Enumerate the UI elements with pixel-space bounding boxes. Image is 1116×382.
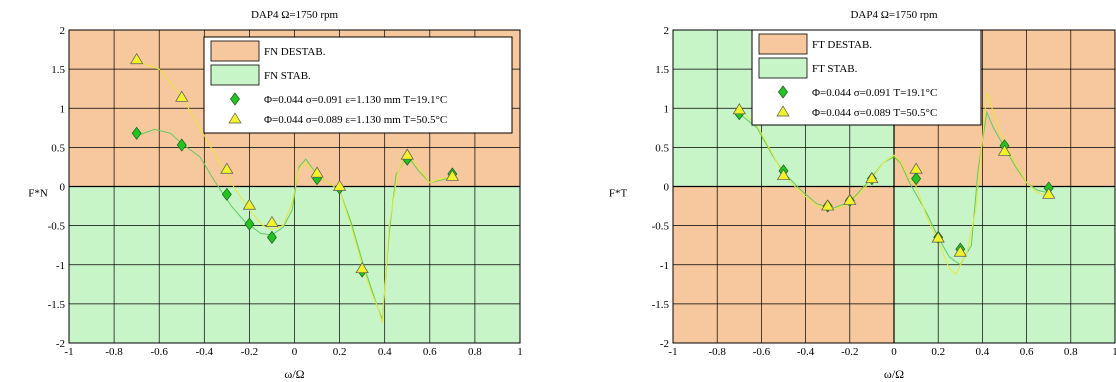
y-tick-label: 2 (60, 25, 66, 37)
data-point-triangle (953, 245, 967, 257)
x-tick-label: 0 (292, 346, 298, 358)
legend-label-stab: FN STAB. (264, 70, 311, 82)
legend-swatch-stab (758, 57, 808, 79)
x-tick-label: 0.8 (1064, 346, 1078, 358)
legend-label-destab: FT DESTAB. (812, 39, 872, 51)
data-point-triangle (130, 53, 144, 65)
data-point-triangle (776, 168, 791, 180)
legend-marker-diamond (778, 85, 788, 99)
legend-marker-triangle (228, 112, 242, 124)
data-point-diamond (244, 217, 255, 231)
legend-series-label-1: Φ=0.044 σ=0.091 T=19.1°C (812, 87, 937, 99)
data-point-diamond (221, 187, 232, 201)
legend-swatch-stab (210, 64, 260, 86)
y-tick-label: 0 (664, 182, 670, 194)
legend-swatch-destab (210, 40, 260, 62)
x-tick-label: 0.2 (333, 346, 347, 358)
x-tick-label: -0.6 (150, 346, 168, 358)
data-point-triangle (355, 261, 369, 274)
data-point-diamond (267, 230, 277, 244)
y-tick-label: -0.5 (652, 221, 670, 233)
plot-frame (68, 29, 521, 344)
legend-marker-diamond (230, 92, 240, 106)
legend-series-label-1: Φ=0.044 σ=0.091 ε=1.130 mm T=19.1°C (264, 94, 447, 106)
legend-label-destab: FN DESTAB. (264, 46, 326, 58)
data-point-triangle (175, 90, 189, 102)
x-tick-label: -0.4 (797, 346, 815, 358)
y-tick-label: 1 (60, 103, 66, 115)
data-point-triangle (265, 215, 279, 227)
x-tick-label: -1 (64, 346, 73, 358)
x-tick-label: 0.4 (976, 346, 990, 358)
x-tick-label: -0.8 (708, 346, 726, 358)
chart-title: DAP4 Ω=1750 rpm (850, 9, 938, 21)
x-tick-label: -0.4 (196, 346, 214, 358)
y-tick-label: 1.5 (655, 64, 669, 76)
data-point-triangle (843, 193, 857, 205)
x-tick-label: 0.4 (378, 346, 392, 358)
y-tick-label: 1.5 (51, 64, 65, 76)
data-point-triangle (931, 231, 945, 243)
y-tick-label: 1 (664, 103, 670, 115)
x-tick-label: 0.8 (468, 346, 482, 358)
x-tick-label: 1 (517, 346, 523, 358)
y-tick-label: -1.5 (652, 299, 670, 311)
data-point-diamond (911, 172, 922, 186)
y-axis-label: F*N (28, 188, 48, 200)
legend-swatch-destab (758, 33, 808, 55)
y-tick-label: -1.5 (48, 299, 66, 311)
data-point-triangle (445, 169, 459, 181)
x-tick-label: -1 (668, 346, 677, 358)
data-point-triangle (332, 179, 347, 191)
data-point-triangle (220, 162, 234, 174)
x-tick-label: 0.6 (1020, 346, 1034, 358)
legend: FN DESTAB. FN STAB. Φ=0.044 σ=0.091 ε=1.13… (203, 36, 513, 134)
x-tick-label: 0.2 (931, 346, 945, 358)
chart-fn: -1 -0.8 -0.6 -0.4 -0.2 0 0.2 0.4 0.6 0.8 1 -2 -1.5 -1… (28, 9, 523, 381)
chart-panel-left: -1 -0.8 -0.6 -0.4 -0.2 0 0.2 0.4 0.6 0.8 1 -2 -1.5 -1… (28, 9, 523, 381)
data-point-diamond (176, 138, 187, 152)
x-tick-label: 1 (1112, 346, 1116, 358)
data-point-triangle (400, 148, 414, 160)
y-tick-label: -2 (660, 338, 669, 350)
y-tick-label: 0.5 (51, 142, 65, 154)
series-curve (738, 110, 1049, 266)
y-tick-label: -1 (660, 260, 669, 272)
x-tick-label: -0.2 (841, 346, 858, 358)
chart-ft: -1 -0.8 -0.6 -0.4 -0.2 0 0.2 0.4 0.6 0.8 1 -2 -1.5 -1… (609, 9, 1116, 381)
x-tick-label: -0.6 (753, 346, 771, 358)
data-point-triangle (242, 198, 257, 210)
legend-label-stab: FT STAB. (812, 63, 858, 75)
y-tick-label: -0.5 (48, 221, 66, 233)
legend-marker-triangle (776, 105, 790, 117)
data-point-triangle (310, 166, 324, 178)
y-tick-label: 0 (60, 182, 66, 194)
y-tick-label: -2 (56, 338, 65, 350)
data-point-triangle (1042, 187, 1056, 199)
y-tick-label: 0.5 (655, 142, 669, 154)
legend-series-label-2: Φ=0.044 σ=0.089 ε=1.130 mm T=50.5°C (264, 114, 447, 126)
chart-title: DAP4 Ω=1750 rpm (251, 9, 339, 21)
x-tick-label: -0.8 (105, 346, 123, 358)
x-axis-label: ω/Ω (884, 367, 904, 381)
x-tick-label: -0.2 (241, 346, 258, 358)
y-tick-label: -1 (56, 260, 65, 272)
data-point-triangle (865, 171, 879, 184)
x-tick-label: 0 (891, 346, 897, 358)
x-tick-label: 0.6 (423, 346, 437, 358)
chart-panel-right: -1 -0.8 -0.6 -0.4 -0.2 0 0.2 0.4 0.6 0.8 1 -2 -1.5 -1… (558, 0, 1116, 382)
x-axis-label: ω/Ω (284, 367, 304, 381)
data-point-triangle (997, 144, 1012, 156)
legend: FT DESTAB. FT STAB. Φ=0.044 σ=0.091 T=19.1… (751, 29, 982, 126)
data-point-triangle (821, 199, 835, 211)
data-point-triangle (909, 162, 923, 174)
y-tick-label: 2 (664, 25, 670, 37)
series-curve (738, 92, 1049, 275)
y-axis-label: F*T (609, 188, 628, 200)
data-point-diamond (131, 126, 142, 140)
legend-series-label-2: Φ=0.044 σ=0.089 T=50.5°C (812, 107, 937, 119)
data-point-triangle (732, 103, 746, 115)
